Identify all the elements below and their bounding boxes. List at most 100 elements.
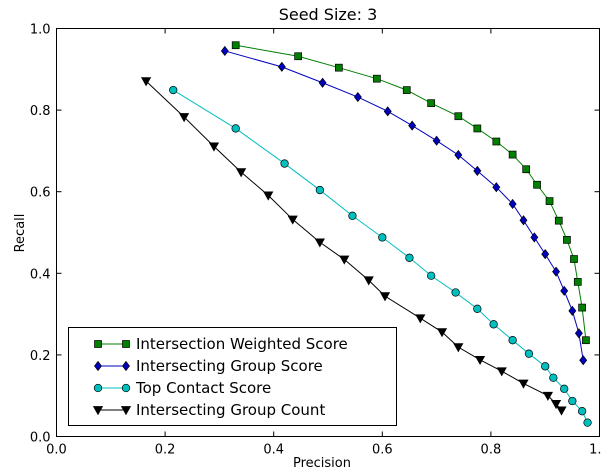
data-point [454, 149, 463, 161]
y-tick-label: 0.6 [30, 186, 51, 201]
data-point [568, 305, 577, 316]
data-point [508, 336, 517, 345]
data-point [453, 343, 464, 353]
data-point [236, 168, 247, 178]
data-point [579, 355, 588, 366]
data-point [140, 77, 152, 87]
data-point [545, 197, 554, 205]
data-point [473, 165, 482, 176]
legend-item: Intersecting Group Score [94, 357, 323, 375]
data-point [314, 238, 325, 248]
data-point [533, 180, 541, 189]
data-point [578, 303, 586, 312]
legend-label: Top Contact Score [135, 379, 271, 397]
data-point [373, 74, 381, 83]
data-point [508, 150, 517, 159]
y-tick-label: 0.8 [30, 104, 51, 119]
data-point [294, 52, 302, 61]
data-point [379, 292, 391, 302]
legend-marker [122, 360, 130, 372]
data-point [353, 91, 362, 103]
x-tick-label: 1.0 [589, 443, 602, 458]
data-point [318, 77, 327, 88]
y-tick-label: 0.4 [30, 267, 51, 282]
data-point [549, 373, 558, 382]
y-tick-label: 1.0 [30, 23, 51, 38]
data-point [335, 63, 343, 72]
data-point [263, 191, 274, 201]
data-point [169, 85, 178, 95]
data-point [563, 235, 571, 244]
data-point [432, 135, 441, 146]
data-point [577, 407, 587, 416]
data-point [474, 355, 486, 366]
data-point [383, 106, 392, 117]
legend: Intersection Weighted Score Intersecting … [68, 327, 397, 426]
x-tick-label: 0.6 [372, 443, 393, 458]
data-point [378, 233, 387, 242]
data-point [402, 86, 411, 94]
legend-marker [92, 406, 104, 416]
data-point [348, 211, 357, 220]
data-point [454, 112, 463, 121]
data-point [574, 328, 583, 339]
data-point [492, 137, 501, 146]
data-point [552, 266, 561, 277]
data-point [530, 232, 539, 243]
legend-marker [121, 383, 131, 393]
x-tick-label: 0.2 [155, 443, 176, 458]
legend-label: Intersection Weighted Score [136, 335, 348, 353]
data-point [496, 367, 507, 377]
data-point [473, 304, 482, 313]
data-point [541, 362, 550, 371]
plot-area [140, 41, 592, 427]
data-point [560, 285, 569, 296]
series-square [231, 41, 590, 345]
data-point [315, 185, 325, 195]
x-tick-label: 0.4 [263, 443, 284, 458]
data-point [405, 253, 414, 262]
data-point [427, 271, 436, 280]
data-point [492, 182, 501, 193]
data-point [550, 400, 562, 410]
data-point [542, 391, 554, 401]
data-point [573, 278, 582, 286]
data-point [179, 113, 190, 123]
y-axis-label: Recall [13, 214, 28, 253]
y-axis: 0.0 0.2 0.4 0.6 0.8 1.0 [30, 23, 600, 446]
data-point [519, 215, 528, 226]
legend-label: Intersecting Group Score [136, 357, 323, 375]
data-point [489, 320, 498, 329]
data-point [560, 384, 569, 393]
data-point [408, 120, 417, 131]
data-point [436, 328, 448, 338]
legend-item: Intersection Weighted Score [94, 335, 348, 353]
data-point [524, 349, 534, 358]
data-point [451, 288, 460, 297]
data-point [582, 336, 590, 345]
series-circle [169, 85, 592, 427]
data-point [541, 249, 550, 260]
data-point [570, 255, 578, 263]
data-point [583, 418, 592, 427]
data-point [556, 406, 567, 416]
data-point [287, 215, 298, 225]
y-tick-label: 0.2 [30, 349, 51, 364]
legend-item: Top Contact Score [93, 379, 271, 397]
data-point [473, 124, 482, 133]
legend-marker [94, 360, 102, 372]
series-triangle-down [140, 77, 567, 416]
data-point [231, 124, 240, 133]
x-axis: 0.0 0.2 0.4 0.6 0.8 1.0 [46, 28, 602, 458]
legend-marker [120, 406, 132, 416]
data-point [508, 198, 517, 210]
legend-label: Intersecting Group Count [136, 401, 325, 419]
chart-title: Seed Size: 3 [279, 5, 378, 24]
data-point [220, 45, 229, 57]
legend-item: Intersecting Group Count [92, 401, 325, 419]
data-point [518, 379, 529, 389]
data-point [277, 61, 286, 72]
plot-frame [56, 28, 600, 437]
legend-marker [122, 340, 130, 348]
